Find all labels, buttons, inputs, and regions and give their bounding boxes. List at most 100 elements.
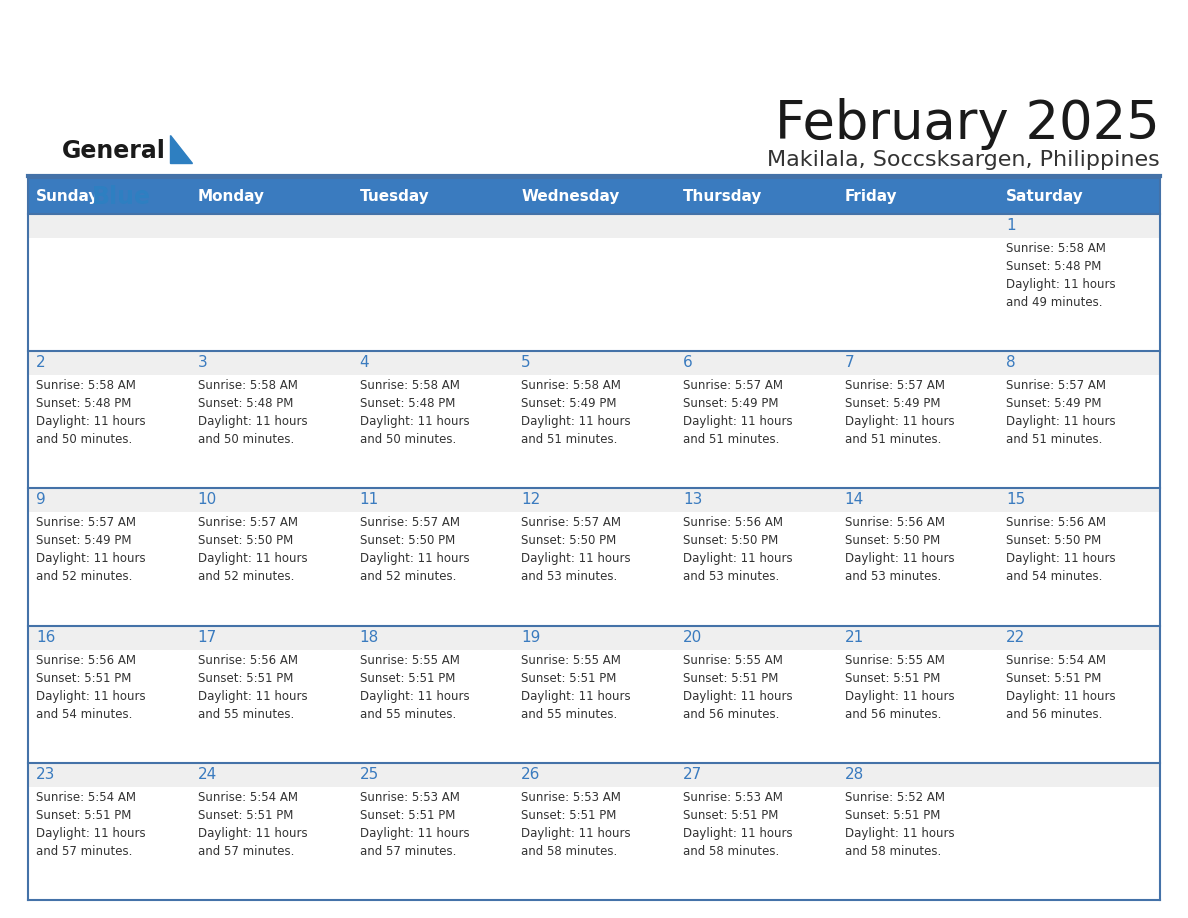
Text: 3: 3: [197, 355, 208, 370]
Text: Daylight: 11 hours: Daylight: 11 hours: [683, 827, 792, 840]
Text: Daylight: 11 hours: Daylight: 11 hours: [197, 827, 308, 840]
Text: 1: 1: [1006, 218, 1016, 233]
Text: Daylight: 11 hours: Daylight: 11 hours: [36, 827, 146, 840]
Text: Daylight: 11 hours: Daylight: 11 hours: [360, 827, 469, 840]
Text: 4: 4: [360, 355, 369, 370]
Text: Daylight: 11 hours: Daylight: 11 hours: [845, 415, 954, 428]
Text: and 56 minutes.: and 56 minutes.: [683, 708, 779, 721]
Text: Sunset: 5:49 PM: Sunset: 5:49 PM: [522, 397, 617, 410]
Bar: [29, 488, 1159, 625]
Text: and 50 minutes.: and 50 minutes.: [36, 433, 132, 446]
Text: and 53 minutes.: and 53 minutes.: [683, 570, 779, 584]
Text: and 55 minutes.: and 55 minutes.: [360, 708, 456, 721]
Text: Thursday: Thursday: [683, 188, 763, 204]
Text: Daylight: 11 hours: Daylight: 11 hours: [683, 689, 792, 702]
Text: and 58 minutes.: and 58 minutes.: [845, 845, 941, 857]
Text: and 52 minutes.: and 52 minutes.: [197, 570, 295, 584]
Text: Daylight: 11 hours: Daylight: 11 hours: [360, 689, 469, 702]
Text: and 58 minutes.: and 58 minutes.: [522, 845, 618, 857]
Text: 25: 25: [360, 767, 379, 782]
Text: and 57 minutes.: and 57 minutes.: [360, 845, 456, 857]
Text: 16: 16: [36, 630, 56, 644]
Text: Sunrise: 5:56 AM: Sunrise: 5:56 AM: [1006, 517, 1106, 530]
Text: and 50 minutes.: and 50 minutes.: [197, 433, 295, 446]
Text: 7: 7: [845, 355, 854, 370]
Text: and 50 minutes.: and 50 minutes.: [360, 433, 456, 446]
Text: Sunrise: 5:58 AM: Sunrise: 5:58 AM: [360, 379, 460, 392]
Text: Sunset: 5:50 PM: Sunset: 5:50 PM: [683, 534, 778, 547]
Text: Daylight: 11 hours: Daylight: 11 hours: [683, 553, 792, 565]
Text: and 51 minutes.: and 51 minutes.: [522, 433, 618, 446]
Text: and 52 minutes.: and 52 minutes.: [36, 570, 132, 584]
Bar: [29, 763, 1159, 900]
Text: and 51 minutes.: and 51 minutes.: [845, 433, 941, 446]
Text: Sunset: 5:49 PM: Sunset: 5:49 PM: [683, 397, 778, 410]
Text: 18: 18: [360, 630, 379, 644]
Text: 20: 20: [683, 630, 702, 644]
Text: Sunset: 5:51 PM: Sunset: 5:51 PM: [36, 809, 132, 822]
Text: Sunrise: 5:58 AM: Sunrise: 5:58 AM: [522, 379, 621, 392]
Text: and 56 minutes.: and 56 minutes.: [1006, 708, 1102, 721]
Bar: [29, 625, 1159, 763]
Text: and 57 minutes.: and 57 minutes.: [197, 845, 295, 857]
Text: 24: 24: [197, 767, 217, 782]
Text: Sunrise: 5:54 AM: Sunrise: 5:54 AM: [197, 790, 298, 804]
Text: Daylight: 11 hours: Daylight: 11 hours: [1006, 278, 1116, 291]
Text: 28: 28: [845, 767, 864, 782]
Text: Sunrise: 5:55 AM: Sunrise: 5:55 AM: [683, 654, 783, 666]
Text: Daylight: 11 hours: Daylight: 11 hours: [683, 415, 792, 428]
Text: Friday: Friday: [845, 188, 897, 204]
Text: Daylight: 11 hours: Daylight: 11 hours: [522, 553, 631, 565]
Text: Sunset: 5:51 PM: Sunset: 5:51 PM: [845, 809, 940, 822]
Text: Sunrise: 5:52 AM: Sunrise: 5:52 AM: [845, 790, 944, 804]
Text: Daylight: 11 hours: Daylight: 11 hours: [845, 689, 954, 702]
Text: Sunset: 5:50 PM: Sunset: 5:50 PM: [1006, 534, 1101, 547]
Bar: [29, 238, 1159, 352]
Text: Makilala, Soccsksargen, Philippines: Makilala, Soccsksargen, Philippines: [767, 150, 1159, 170]
Bar: [29, 178, 1159, 900]
Text: Sunrise: 5:53 AM: Sunrise: 5:53 AM: [522, 790, 621, 804]
Text: Daylight: 11 hours: Daylight: 11 hours: [197, 553, 308, 565]
Text: Sunset: 5:48 PM: Sunset: 5:48 PM: [1006, 260, 1101, 273]
Text: General: General: [62, 139, 166, 163]
Text: Sunset: 5:49 PM: Sunset: 5:49 PM: [845, 397, 940, 410]
Bar: [836, 178, 998, 214]
Bar: [352, 178, 513, 214]
Text: Sunrise: 5:57 AM: Sunrise: 5:57 AM: [36, 517, 137, 530]
Text: Sunrise: 5:54 AM: Sunrise: 5:54 AM: [36, 790, 137, 804]
Text: Daylight: 11 hours: Daylight: 11 hours: [1006, 689, 1116, 702]
Text: and 57 minutes.: and 57 minutes.: [36, 845, 132, 857]
Text: 27: 27: [683, 767, 702, 782]
Text: Tuesday: Tuesday: [360, 188, 429, 204]
Text: Sunset: 5:48 PM: Sunset: 5:48 PM: [197, 397, 293, 410]
Text: 19: 19: [522, 630, 541, 644]
Bar: [29, 178, 190, 214]
Text: Sunset: 5:51 PM: Sunset: 5:51 PM: [360, 809, 455, 822]
Bar: [29, 787, 1159, 900]
Text: Daylight: 11 hours: Daylight: 11 hours: [36, 415, 146, 428]
Text: Sunset: 5:51 PM: Sunset: 5:51 PM: [1006, 672, 1101, 685]
Text: Sunset: 5:49 PM: Sunset: 5:49 PM: [1006, 397, 1102, 410]
Text: and 55 minutes.: and 55 minutes.: [522, 708, 618, 721]
Text: Daylight: 11 hours: Daylight: 11 hours: [197, 415, 308, 428]
Text: Sunrise: 5:55 AM: Sunrise: 5:55 AM: [845, 654, 944, 666]
Text: Sunday: Sunday: [36, 188, 100, 204]
Bar: [29, 352, 1159, 488]
Text: 14: 14: [845, 492, 864, 508]
Text: and 51 minutes.: and 51 minutes.: [683, 433, 779, 446]
Text: 21: 21: [845, 630, 864, 644]
Text: Blue: Blue: [91, 185, 151, 209]
Bar: [190, 178, 352, 214]
Text: Sunset: 5:51 PM: Sunset: 5:51 PM: [683, 809, 778, 822]
Text: 8: 8: [1006, 355, 1016, 370]
Text: Sunrise: 5:57 AM: Sunrise: 5:57 AM: [845, 379, 944, 392]
Polygon shape: [170, 135, 192, 163]
Text: 22: 22: [1006, 630, 1025, 644]
Text: Sunrise: 5:57 AM: Sunrise: 5:57 AM: [683, 379, 783, 392]
Text: Wednesday: Wednesday: [522, 188, 620, 204]
Text: 17: 17: [197, 630, 217, 644]
Text: Sunset: 5:51 PM: Sunset: 5:51 PM: [522, 672, 617, 685]
Text: and 52 minutes.: and 52 minutes.: [360, 570, 456, 584]
Bar: [675, 178, 836, 214]
Bar: [29, 650, 1159, 763]
